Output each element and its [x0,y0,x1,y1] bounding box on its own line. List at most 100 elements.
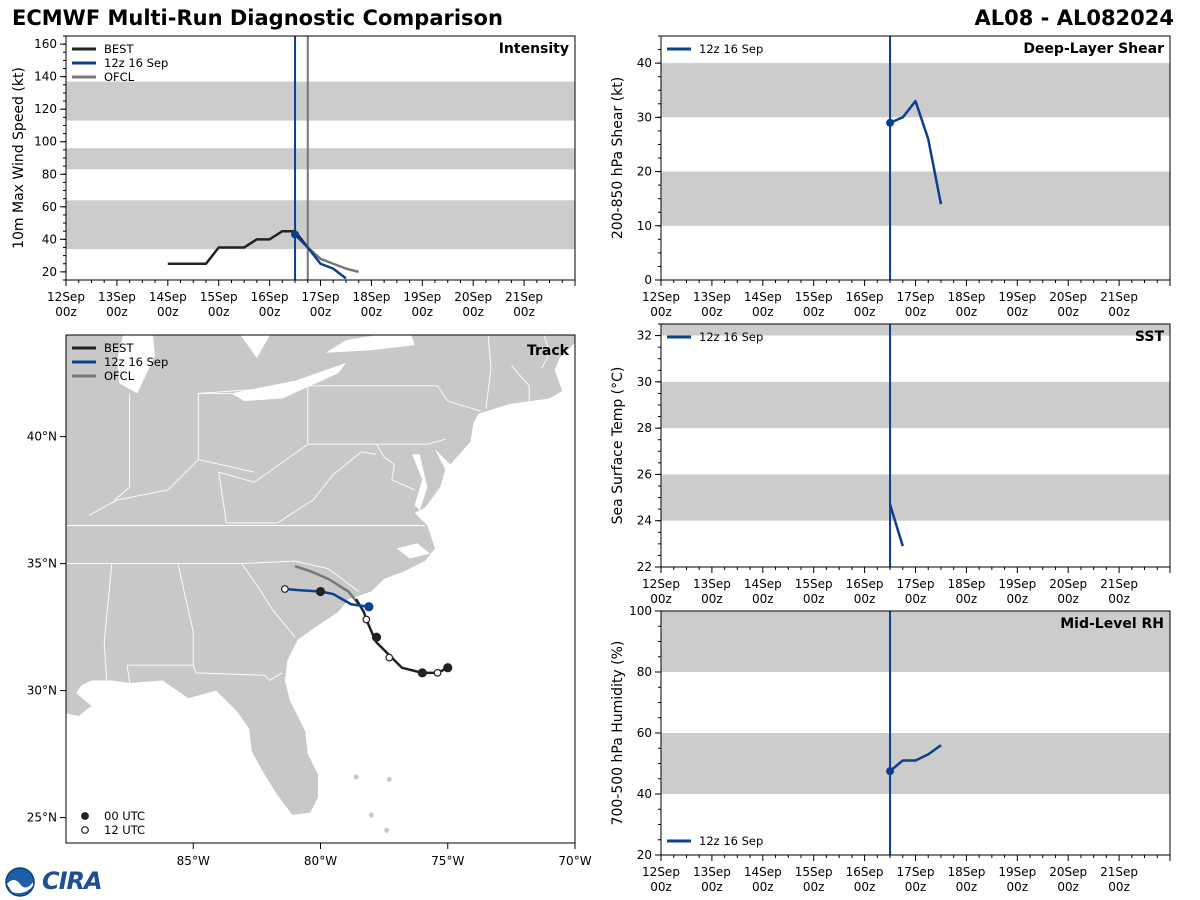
panel-title: Mid-Level RH [1060,616,1164,632]
panel-title: Track [527,343,570,359]
y-tick-label: 30 [637,110,652,124]
x-tick-label-hour: 00z [513,305,535,319]
state-border [511,365,530,404]
y-tick-label: 40 [637,56,652,70]
x-tick-label-hour: 00z [905,880,927,894]
best-track-point [371,632,382,642]
lake [231,362,346,402]
x-tick-label-hour: 00z [956,305,978,319]
x-tick-label-hour: 00z [55,305,77,319]
x-tick-label-hour: 00z [361,305,383,319]
plot-area-intensity [66,36,575,280]
y-tick-label: 160 [34,37,57,51]
cira-logo: CIRA [4,866,114,898]
x-tick-label-day: 12Sep [642,865,680,879]
y-tick-label: 100 [629,604,652,618]
lake [240,335,270,358]
y-tick-label: 32 [637,329,652,343]
x-tick-label-day: 20Sep [1049,865,1087,879]
plot-area-shear [661,36,1170,280]
legend-label: 12z 16 Sep [699,834,763,848]
state-border [218,385,309,524]
island [386,777,392,782]
run-start-point [886,767,895,776]
panel-track: 85°W 80°W 75°W 70°W 25°N 30°N 35°N 40°N Track BES… [27,334,592,900]
panel-rh: 12Sep00z13Sep00z14Sep00z15Sep00z16Sep00z… [610,604,1171,894]
legend-marker [81,826,89,834]
x-tick-label-hour: 00z [905,305,927,319]
x-tick-label-hour: 00z [803,305,825,319]
y-tick-label: 28 [637,421,652,435]
caribbean-land [196,863,468,900]
x-tick-label-hour: 00z [310,305,332,319]
lon-tick-label: 70°W [558,854,591,868]
lon-tick-label: 80°W [304,854,337,868]
legend-label: 12z 16 Sep [104,56,168,70]
x-tick-label-hour: 00z [803,880,825,894]
lat-tick-label: 40°N [27,430,57,444]
best-track-point [362,615,371,624]
x-tick-label-day: 19Sep [998,290,1036,304]
best-track-point [385,653,394,662]
state-border [307,385,481,412]
x-tick-label-hour: 00z [462,305,484,319]
state-border [114,393,131,501]
x-tick-label-hour: 00z [1007,880,1029,894]
band-intensity [66,148,575,170]
legend-label: 12 UTC [104,823,145,837]
x-tick-label-day: 18Sep [947,865,985,879]
best-track-point [433,668,442,677]
x-tick-label-day: 12Sep [642,577,680,591]
legend-label: BEST [104,341,134,355]
x-tick-label-hour: 00z [752,592,774,606]
y-tick-label: 0 [644,273,652,287]
y-tick-label: 20 [637,165,652,179]
plot-area-sst [661,324,1170,567]
x-tick-label-hour: 00z [956,880,978,894]
x-tick-label-hour: 00z [905,592,927,606]
x-tick-label-day: 15Sep [795,865,833,879]
x-tick-label-hour: 00z [1057,880,1079,894]
x-tick-label-day: 15Sep [795,290,833,304]
series-line-12z-16-sep [888,504,904,547]
y-axis-label: 700-500 hPa Humidity (%) [610,641,626,826]
lat-tick-label: 30°N [27,684,57,698]
y-tick-label: 80 [637,665,652,679]
y-tick-label: 140 [34,70,57,84]
x-tick-label-day: 14Sep [149,290,187,304]
lat-tick-label: 35°N [27,557,57,571]
state-border [376,443,415,491]
y-tick-label: 30 [637,375,652,389]
band-rh [661,611,1170,672]
band-sst [661,474,1170,521]
x-tick-label-day: 18Sep [947,290,985,304]
series-line-12z-16-sep [294,233,347,280]
x-tick-label-day: 16Sep [846,290,884,304]
lake [325,335,415,353]
x-tick-label-day: 16Sep [846,577,884,591]
band-shear [661,63,1170,118]
x-tick-label-hour: 00z [106,305,128,319]
x-tick-label-day: 14Sep [744,290,782,304]
series-line-best [167,229,309,265]
run-start-point [886,118,895,127]
state-border [276,451,377,524]
x-tick-label-day: 20Sep [1049,577,1087,591]
legend-label: 12z 16 Sep [699,330,763,344]
band-rh [661,733,1170,794]
y-tick-label: 20 [42,265,57,279]
x-tick-label-day: 13Sep [98,290,136,304]
x-tick-label-day: 17Sep [897,290,935,304]
state-border [192,665,283,682]
x-tick-label-hour: 00z [208,305,230,319]
x-tick-label-hour: 00z [1057,592,1079,606]
band-shear [661,171,1170,226]
run-track-point [364,602,374,612]
x-tick-label-day: 18Sep [352,290,390,304]
band-sst [661,381,1170,429]
y-tick-label: 22 [637,560,652,574]
island [353,774,359,780]
x-tick-label-day: 20Sep [1049,290,1087,304]
legend-label: BEST [104,42,134,56]
